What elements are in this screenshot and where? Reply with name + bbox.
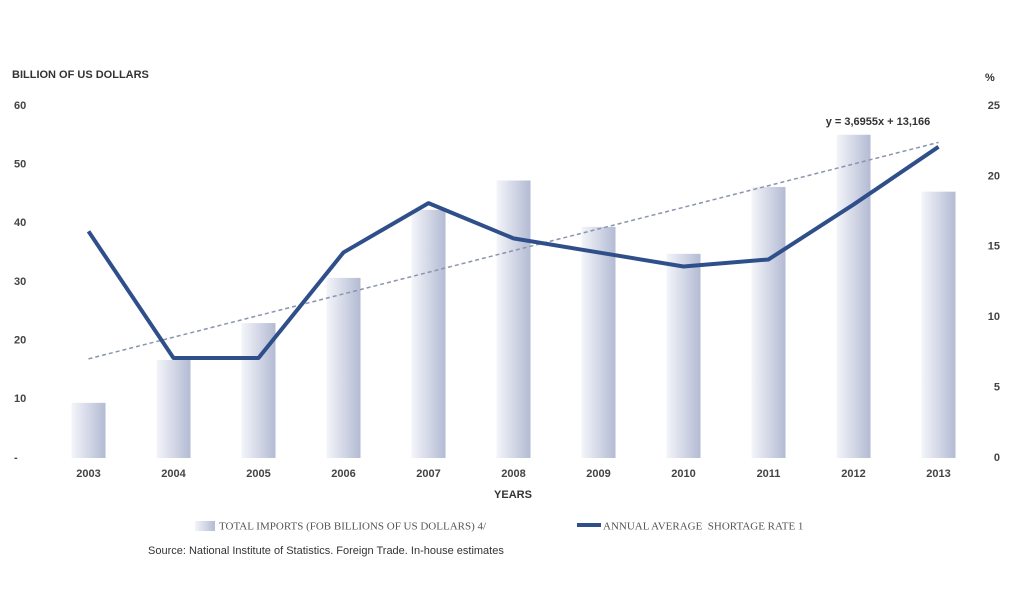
y-tick-label: 20	[14, 335, 26, 347]
bar	[326, 277, 361, 458]
bar	[156, 360, 191, 458]
x-tick-label: 2004	[161, 468, 186, 480]
x-tick-label: 2003	[76, 468, 100, 480]
x-axis-title: YEARS	[494, 489, 532, 501]
y2-tick-label: 15	[988, 241, 1000, 253]
x-tick-label: 2008	[501, 468, 525, 480]
bar	[411, 209, 446, 458]
x-tick-label: 2006	[331, 468, 355, 480]
legend-label: TOTAL IMPORTS (FOB BILLIONS OF US DOLLAR…	[219, 521, 487, 533]
y2-tick-label: 5	[994, 382, 1000, 394]
y-axis-title: BILLION OF US DOLLARS	[12, 69, 149, 81]
bar	[496, 180, 531, 459]
line	[86, 145, 940, 361]
y-tick-label: 30	[14, 276, 26, 288]
x-tick-label: 2009	[586, 468, 610, 480]
y2-axis-title: %	[985, 72, 995, 84]
source: Source: National Institute of Statistics…	[148, 545, 504, 557]
y2-tick-label: 20	[988, 170, 1000, 182]
trend-line	[88, 141, 939, 360]
legend-label: ANNUAL AVERAGE SHORTAGE RATE 1	[603, 521, 803, 533]
y2-tick-label: 10	[988, 311, 1000, 323]
y-tick-label: 60	[14, 100, 26, 112]
y-tick-label: -	[14, 452, 18, 464]
y-tick-label: 10	[14, 393, 26, 405]
x-tick-label: 2013	[926, 468, 950, 480]
legend-swatch	[195, 521, 215, 531]
bar	[921, 191, 956, 459]
bar	[836, 134, 871, 458]
bar	[581, 226, 616, 458]
bar	[751, 186, 786, 458]
x-tick-label: 2010	[671, 468, 695, 480]
y2-tick-label: 25	[988, 100, 1000, 112]
y-tick-label: 40	[14, 217, 26, 229]
x-tick-label: 2005	[246, 468, 270, 480]
trend-label: y = 3,6955x + 13,166	[826, 116, 931, 128]
y-tick-label: 50	[14, 159, 26, 171]
y2-tick-label: 0	[994, 452, 1000, 464]
bar	[666, 253, 701, 458]
x-tick-label: 2007	[416, 468, 440, 480]
x-tick-label: 2011	[757, 468, 781, 480]
x-tick-label: 2012	[841, 468, 865, 480]
bar	[71, 402, 106, 458]
